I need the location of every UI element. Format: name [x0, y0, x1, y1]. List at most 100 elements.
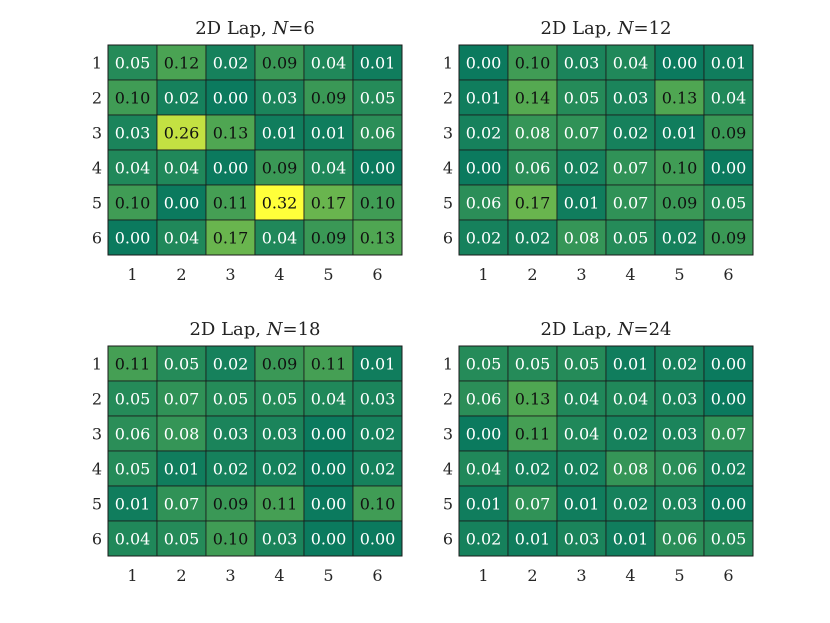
cell-value-label: 0.05 — [115, 54, 151, 73]
cell-value-label: 0.13 — [360, 229, 396, 248]
cell-value-label: 0.07 — [515, 495, 551, 514]
cell-value-label: 0.05 — [515, 355, 551, 374]
cell-value-label: 0.04 — [466, 460, 502, 479]
cell-value-label: 0.12 — [164, 54, 200, 73]
x-tick-label: 2 — [176, 265, 186, 284]
y-tick-label: 5 — [92, 194, 102, 213]
cell-value-label: 0.10 — [115, 194, 151, 213]
heatmap-cell — [703, 149, 754, 186]
x-tick-label: 4 — [274, 265, 284, 284]
heatmap-cell — [654, 415, 705, 452]
cell-value-label: 0.10 — [662, 159, 698, 178]
cell-value-label: 0.01 — [515, 530, 551, 549]
cell-value-label: 0.08 — [613, 460, 649, 479]
cell-value-label: 0.00 — [360, 159, 396, 178]
cell-value-label: 0.00 — [466, 54, 502, 73]
cell-value-label: 0.02 — [564, 159, 600, 178]
cell-value-label: 0.09 — [662, 194, 698, 213]
cell-value-label: 0.00 — [213, 89, 249, 108]
cell-value-label: 0.01 — [311, 124, 347, 143]
heatmap-cell — [605, 380, 656, 417]
heatmap-cell — [507, 149, 558, 186]
cell-value-label: 0.02 — [662, 355, 698, 374]
heatmap-panel: 2D Lap, N=6 0.05 0.12 0.02 0.09 0.04 0.01 0.10 0… — [92, 18, 403, 284]
heatmap-cell — [556, 149, 607, 186]
x-tick-label: 6 — [723, 566, 733, 585]
heatmap-cell — [156, 114, 207, 151]
cell-value-label: 0.01 — [613, 355, 649, 374]
heatmap-cell — [458, 219, 509, 256]
cell-value-label: 0.03 — [662, 495, 698, 514]
heatmap-cell — [654, 450, 705, 487]
cell-value-label: 0.05 — [262, 390, 298, 409]
heatmap-cell — [254, 149, 305, 186]
cell-value-label: 0.07 — [164, 390, 200, 409]
cell-value-label: 0.17 — [515, 194, 551, 213]
cell-value-label: 0.10 — [360, 194, 396, 213]
y-tick-label: 4 — [92, 460, 102, 479]
y-tick-label: 1 — [92, 54, 102, 73]
cell-value-label: 0.00 — [711, 159, 747, 178]
heatmap-cell — [605, 485, 656, 522]
chart-title-value: =12 — [634, 18, 672, 39]
chart-title-prefix: 2D Lap, — [195, 18, 272, 39]
heatmap-cell — [303, 485, 354, 522]
y-tick-label: 3 — [443, 425, 453, 444]
y-tick-label: 5 — [443, 194, 453, 213]
x-tick-label: 2 — [527, 566, 537, 585]
cell-value-label: 0.03 — [213, 425, 249, 444]
heatmap-cell — [156, 485, 207, 522]
cell-value-label: 0.00 — [711, 495, 747, 514]
cell-value-label: 0.02 — [360, 425, 396, 444]
chart-title: 2D Lap, N=18 — [189, 319, 320, 340]
cell-value-label: 0.02 — [466, 124, 502, 143]
cell-value-label: 0.10 — [515, 54, 551, 73]
cell-value-label: 0.11 — [115, 355, 151, 374]
cell-value-label: 0.02 — [613, 495, 649, 514]
heatmap-border — [107, 345, 403, 557]
x-tick-label: 3 — [576, 265, 586, 284]
cell-value-label: 0.09 — [711, 124, 747, 143]
cell-value-label: 0.05 — [613, 229, 649, 248]
x-tick-label: 5 — [674, 566, 684, 585]
cell-value-label: 0.11 — [311, 355, 347, 374]
heatmap-cell — [352, 345, 403, 382]
cell-value-label: 0.04 — [711, 89, 747, 108]
heatmap-panel: 2D Lap, N=24 0.05 0.05 0.05 0.01 0.02 0.00 0.06… — [443, 319, 754, 585]
cell-value-label: 0.00 — [662, 54, 698, 73]
heatmap-cell — [458, 380, 509, 417]
heatmap-cell — [654, 184, 705, 221]
cell-value-label: 0.13 — [213, 124, 249, 143]
x-tick-label: 2 — [176, 566, 186, 585]
heatmap-cell — [303, 114, 354, 151]
cell-value-label: 0.01 — [262, 124, 298, 143]
cell-value-label: 0.02 — [564, 460, 600, 479]
cell-value-label: 0.09 — [711, 229, 747, 248]
heatmap-cell — [654, 520, 705, 557]
chart-title: 2D Lap, N=6 — [195, 18, 315, 39]
heatmap-cell — [605, 149, 656, 186]
cell-value-label: 0.02 — [466, 530, 502, 549]
heatmap-cell — [556, 450, 607, 487]
chart-title-variable: N — [266, 319, 284, 340]
cell-value-label: 0.05 — [164, 530, 200, 549]
heatmap-cell — [703, 485, 754, 522]
cell-value-label: 0.01 — [360, 355, 396, 374]
heatmap-cell — [507, 114, 558, 151]
y-tick-label: 1 — [443, 54, 453, 73]
cell-value-label: 0.03 — [564, 54, 600, 73]
heatmap-cell — [352, 485, 403, 522]
heatmap-cell — [254, 380, 305, 417]
heatmap-cell — [654, 44, 705, 81]
heatmap-cell — [458, 345, 509, 382]
cell-value-label: 0.13 — [515, 390, 551, 409]
heatmap-cell — [556, 485, 607, 522]
heatmap-cell — [205, 149, 256, 186]
heatmap-cell — [703, 114, 754, 151]
cell-value-label: 0.14 — [515, 89, 551, 108]
heatmap-cell — [703, 520, 754, 557]
heatmap-cell — [556, 114, 607, 151]
heatmap-cell — [156, 149, 207, 186]
cell-value-label: 0.02 — [360, 460, 396, 479]
